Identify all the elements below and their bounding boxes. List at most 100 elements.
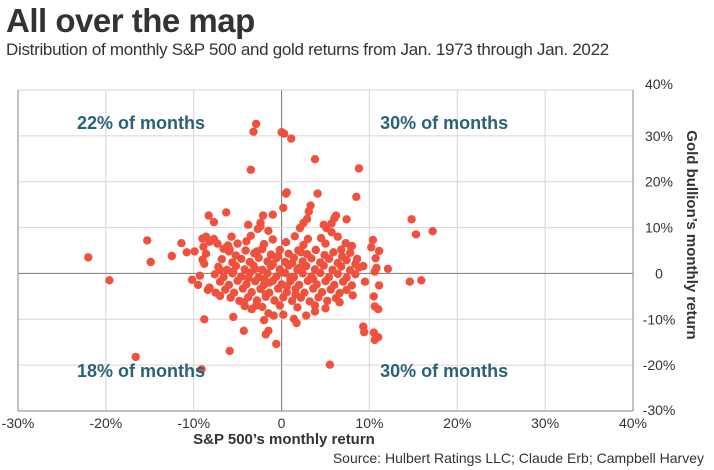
data-point [251,277,260,286]
data-point [321,304,330,313]
data-point [251,119,261,129]
data-point [309,284,318,293]
data-point [197,365,206,374]
data-point [242,237,251,246]
data-point [311,245,320,255]
data-point [265,278,274,287]
x-tick-label: -30% [2,415,35,431]
data-point [316,268,325,278]
data-point [337,262,346,271]
data-point [200,259,209,268]
data-point [244,273,253,283]
data-point [374,305,383,314]
data-point [199,242,208,251]
data-point [383,264,393,273]
data-point [360,277,370,286]
data-point [268,260,277,269]
data-point [309,274,318,284]
data-point [204,211,213,220]
data-point [411,230,421,239]
data-point [417,276,426,285]
data-point [280,129,289,138]
data-point [405,277,414,286]
data-point [374,281,384,290]
data-point [215,277,225,286]
data-point [291,290,300,299]
y-tick-labels: 40% 30% 20% 10% 0 -10% -20% -30% [643,76,676,418]
data-point [256,284,265,294]
data-point [302,261,311,271]
data-point [295,223,305,233]
x-tick-labels: -30% -20% -10% 0 10% 20% 30% 40% [2,415,647,431]
data-point [239,326,248,335]
data-point [292,318,301,328]
data-point [299,240,308,250]
data-point [294,263,304,273]
data-point [228,269,237,278]
data-point [290,232,299,241]
data-point [368,235,378,245]
data-point [374,246,384,256]
data-point [273,251,283,261]
data-point [279,293,288,302]
data-point [246,165,255,174]
data-point [281,189,291,198]
y-tick-label: 20% [645,174,673,190]
data-point [348,291,357,300]
data-point [209,234,219,244]
data-point [146,257,155,267]
data-point [337,245,346,254]
chart-subtitle: Distribution of monthly S&P 500 and gold… [6,40,609,59]
data-point [275,301,284,310]
x-tick-label: 30% [531,415,559,431]
data-point [287,134,296,143]
x-tick-label: -20% [90,415,123,431]
data-point [240,301,249,311]
data-point [105,276,114,285]
y-axis-title: Gold bullion’s monthly return [683,130,700,339]
data-point [241,246,250,255]
y-tick-label: -30% [643,402,676,418]
data-point [351,270,360,279]
data-point [293,303,302,312]
data-point [287,259,297,268]
data-point [272,339,281,349]
data-point [210,270,219,279]
data-point [131,352,140,362]
data-point [251,264,260,273]
data-point [279,203,288,213]
data-point [326,285,335,294]
data-point [327,228,336,237]
data-point [323,296,332,306]
data-point [342,285,351,295]
data-point [360,327,369,337]
data-point [182,248,191,257]
data-point [238,284,248,293]
data-point [222,208,231,217]
data-point [252,247,262,256]
data-point [254,253,263,262]
data-point [304,207,313,216]
data-point [201,232,211,241]
x-tick-label: -10% [177,415,210,431]
data-point [193,280,203,290]
data-point [237,254,246,263]
data-point [84,253,93,262]
data-point [231,261,241,271]
data-point [221,285,230,294]
data-point [352,192,361,201]
data-point [270,296,279,305]
data-point [258,302,267,312]
data-point [319,261,328,270]
data-point [428,227,437,236]
y-tick-label: 0 [655,265,663,281]
x-axis-title: S&P 500’s monthly return [193,431,375,448]
data-point [244,293,253,302]
data-point [310,301,320,310]
data-point [244,220,253,229]
data-point [200,315,209,324]
data-point [258,211,268,220]
data-point [331,294,341,303]
data-point [287,296,297,306]
data-point [187,275,197,284]
